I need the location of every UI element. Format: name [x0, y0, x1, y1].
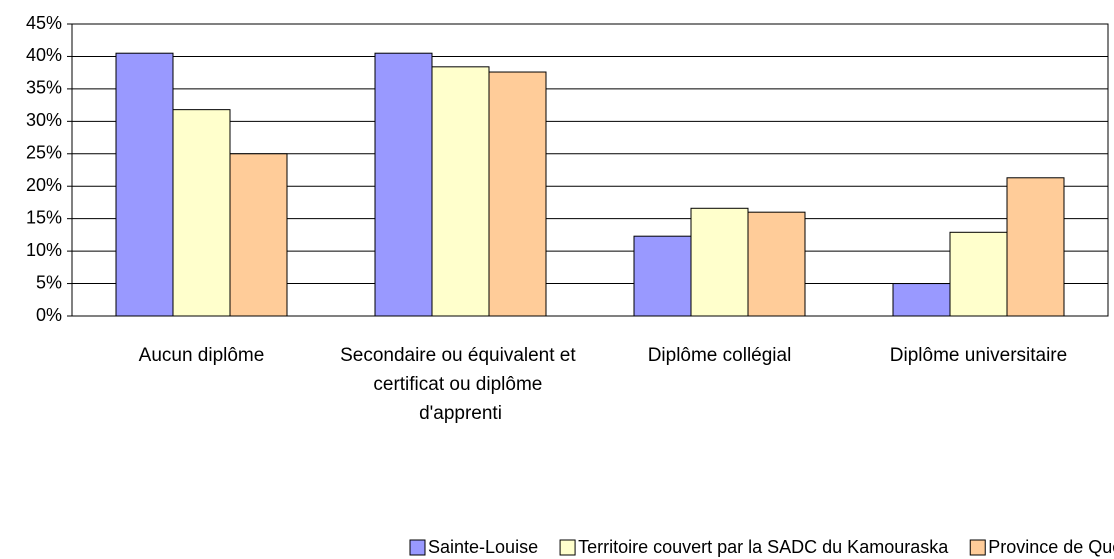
- y-tick-label: 0%: [36, 305, 62, 325]
- bar: [1006, 177, 1065, 317]
- y-tick-label: 15%: [26, 207, 62, 227]
- legend-label: Territoire couvert par la SADC du Kamour…: [578, 537, 949, 557]
- bar: [229, 153, 288, 317]
- legend-swatch: [409, 539, 426, 556]
- bar: [690, 207, 749, 317]
- bar: [488, 71, 547, 317]
- y-tick-label: 10%: [26, 240, 62, 260]
- bar: [892, 283, 951, 317]
- bar: [431, 66, 490, 317]
- y-tick-label: 25%: [26, 143, 62, 163]
- y-tick-label: 45%: [26, 13, 62, 33]
- x-tick-label: Diplôme universitaire: [890, 345, 1067, 366]
- bar: [949, 231, 1008, 317]
- y-tick-label: 35%: [26, 78, 62, 98]
- legend-label: Province de Québec: [988, 537, 1114, 557]
- legend-swatch: [559, 539, 576, 556]
- y-tick-label: 40%: [26, 45, 62, 65]
- plot-frame: [71, 23, 1109, 317]
- bar: [747, 211, 806, 317]
- y-tick-label: 5%: [36, 272, 62, 292]
- legend-label: Sainte-Louise: [428, 537, 538, 557]
- bar: [374, 52, 433, 317]
- x-tick-label: Aucun diplôme: [139, 345, 265, 366]
- x-tick-label: Diplôme collégial: [648, 345, 792, 366]
- y-tick-label: 20%: [26, 175, 62, 195]
- legend-swatch: [969, 539, 986, 556]
- x-tick-label: Secondaire ou équivalent et certificat o…: [340, 345, 581, 424]
- bar: [115, 52, 174, 317]
- y-tick-label: 30%: [26, 110, 62, 130]
- bar: [172, 109, 231, 317]
- bar: [633, 235, 692, 317]
